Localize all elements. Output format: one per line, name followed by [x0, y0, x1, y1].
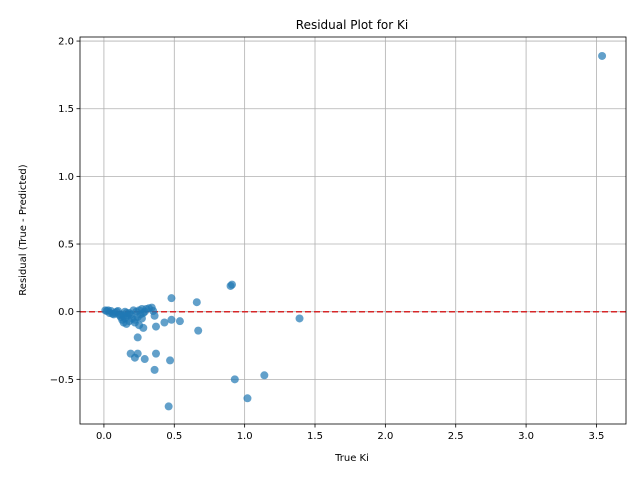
- data-point: [139, 323, 148, 332]
- data-point: [167, 294, 176, 303]
- y-tick-label: 2.0: [58, 37, 74, 48]
- data-point: [192, 298, 201, 307]
- x-tick-label: 3.0: [518, 431, 534, 442]
- data-point: [164, 402, 173, 411]
- grid-lines: [80, 37, 626, 424]
- y-axis-label: Residual (True - Predicted): [18, 164, 29, 295]
- data-point: [260, 371, 269, 380]
- data-point: [295, 314, 304, 323]
- data-point: [140, 355, 149, 364]
- data-point: [137, 314, 146, 323]
- data-point: [160, 318, 169, 327]
- data-point: [130, 353, 139, 362]
- data-point: [166, 356, 175, 365]
- data-point: [122, 309, 131, 318]
- data-point: [598, 51, 607, 60]
- data-point: [230, 375, 239, 384]
- y-axis-ticks: −0.5 0.0 0.5 1.0 1.5 2.0: [50, 37, 80, 386]
- data-point: [150, 365, 159, 374]
- x-tick-label: 0.5: [166, 431, 182, 442]
- data-point: [150, 311, 159, 320]
- data-point: [133, 333, 142, 342]
- data-point: [151, 349, 160, 358]
- data-point: [243, 394, 252, 403]
- y-tick-label: −0.5: [50, 375, 74, 386]
- x-axis-ticks: 0.0 0.5 1.0 1.5 2.0 2.5 3.0 3.5: [96, 424, 604, 442]
- chart-title: Residual Plot for Ki: [296, 18, 408, 32]
- data-point: [175, 317, 184, 326]
- y-tick-label: 0.5: [58, 240, 74, 251]
- x-tick-label: 2.0: [377, 431, 393, 442]
- y-tick-label: 1.0: [58, 172, 74, 183]
- x-tick-label: 3.5: [588, 431, 604, 442]
- y-tick-label: 0.0: [58, 307, 74, 318]
- x-tick-label: 1.5: [307, 431, 323, 442]
- y-tick-label: 1.5: [58, 104, 74, 115]
- plot-frame: [79, 36, 627, 425]
- data-point: [227, 280, 236, 289]
- x-tick-label: 1.0: [237, 431, 253, 442]
- x-tick-label: 2.5: [448, 431, 464, 442]
- x-axis-label: True Ki: [334, 453, 369, 464]
- data-point: [151, 322, 160, 331]
- data-point: [194, 326, 203, 335]
- data-point: [140, 307, 149, 316]
- x-tick-label: 0.0: [96, 431, 112, 442]
- scatter-points: [101, 51, 607, 411]
- data-point: [167, 315, 176, 324]
